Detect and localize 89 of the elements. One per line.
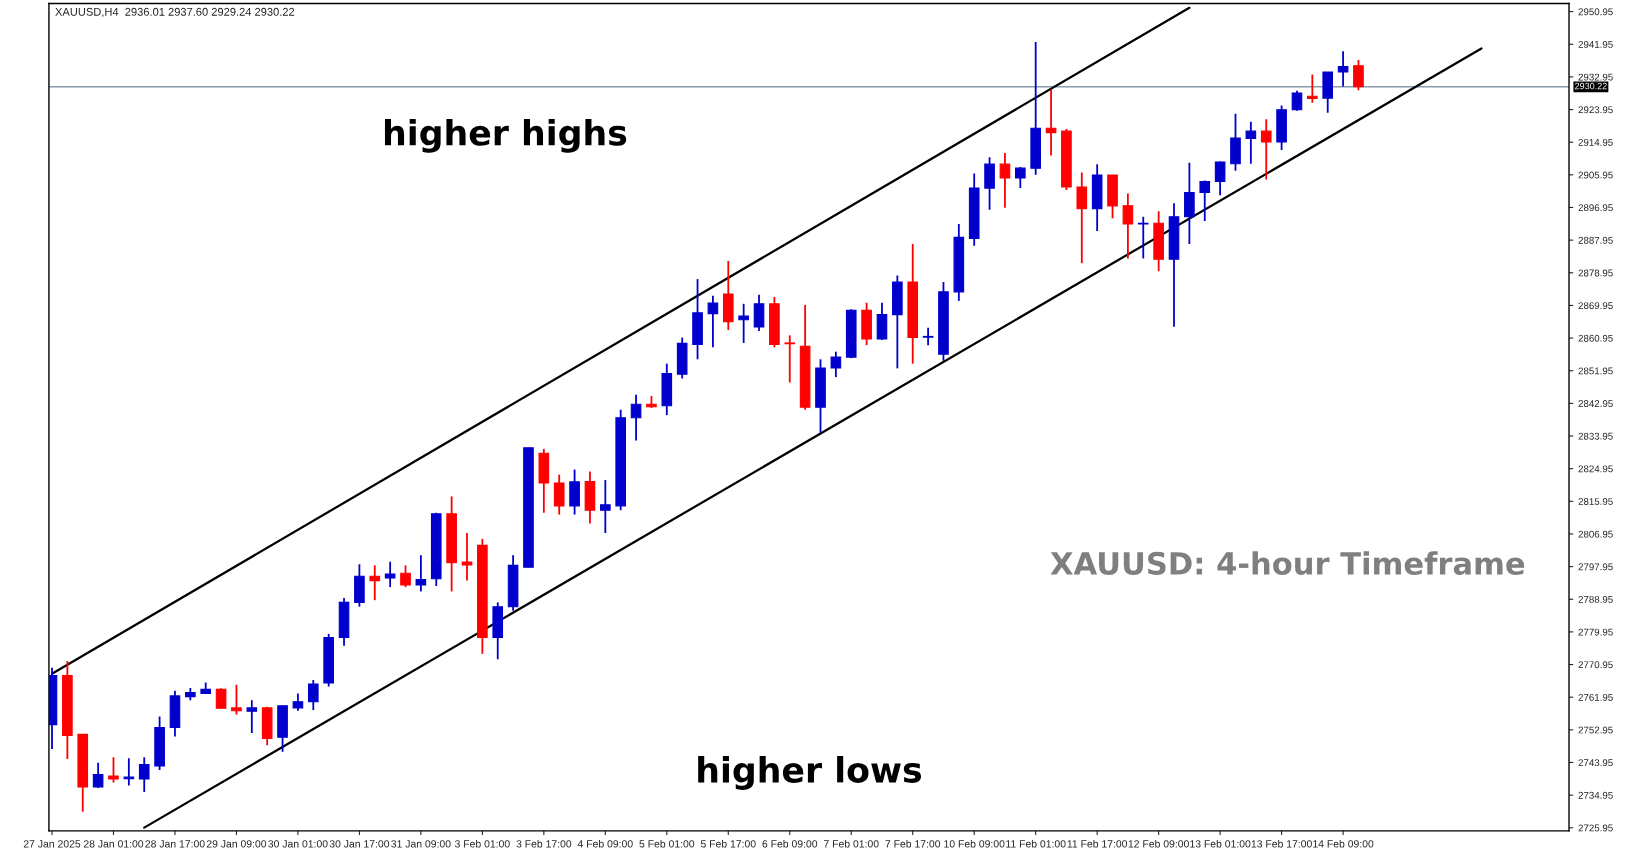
- x-tick-label: 13 Feb 01:00: [1190, 839, 1251, 848]
- candlestick: [1199, 179, 1211, 222]
- candlestick: [569, 468, 580, 516]
- x-tick-label: 12 Feb 09:00: [1128, 839, 1189, 848]
- candlestick: [1014, 166, 1026, 189]
- candlestick: [1307, 73, 1318, 104]
- candlestick: [738, 302, 749, 344]
- y-tick-label: 2770.95: [1578, 661, 1613, 669]
- y-tick-label: 2833.95: [1578, 432, 1613, 440]
- x-tick-label: 14 Feb 09:00: [1313, 839, 1374, 848]
- y-tick-label: 2887.95: [1578, 236, 1613, 244]
- x-tick-label: 5 Feb 17:00: [700, 839, 756, 848]
- x-tick-label: 4 Feb 09:00: [577, 839, 633, 848]
- y-tick-label: 2824.95: [1578, 465, 1613, 473]
- y-tick-label: 2860.95: [1578, 334, 1613, 342]
- candlestick: [1337, 50, 1349, 88]
- annotation: higher highs: [384, 118, 627, 153]
- candlestick: [784, 334, 796, 384]
- x-tick-label: 30 Jan 17:00: [329, 840, 390, 848]
- candlestick: [92, 761, 104, 789]
- x-tick-label: 11 Feb 01:00: [1006, 839, 1066, 848]
- x-tick-label: 5 Feb 01:00: [639, 839, 695, 848]
- candlestick: [1214, 160, 1226, 197]
- candlestick: [369, 564, 381, 602]
- x-tick-label: 7 Feb 17:00: [885, 839, 941, 848]
- y-tick-label: 2797.95: [1578, 563, 1613, 571]
- x-tick-label: 6 Feb 09:00: [762, 839, 818, 848]
- annotation: XAUUSD: 4-hour Timeframe: [1050, 551, 1525, 575]
- candlestick: [1122, 192, 1134, 260]
- y-tick-label: 2752.95: [1578, 726, 1613, 734]
- x-tick-label: 11 Feb 17:00: [1067, 839, 1128, 848]
- y-tick-label: 2725.95: [1578, 824, 1613, 832]
- candlestick: [553, 473, 565, 516]
- candlestick: [415, 554, 427, 593]
- candlestick: [246, 699, 258, 734]
- candlestick: [984, 156, 995, 211]
- x-tick-label: 28 Jan 01:00: [83, 840, 144, 848]
- candlestick: [600, 479, 611, 534]
- y-tick-label: 2815.95: [1578, 498, 1613, 505]
- candlestick: [630, 393, 642, 442]
- x-tick-label: 3 Feb 17:00: [516, 839, 572, 848]
- y-tick-label: 2851.95: [1578, 367, 1613, 375]
- candlestick: [1137, 215, 1149, 260]
- candlestick: [138, 756, 150, 793]
- candlestick: [707, 294, 719, 349]
- y-tick-label: 2779.95: [1578, 628, 1613, 636]
- candlestick: [461, 532, 473, 582]
- candlestick: [215, 687, 227, 710]
- chart-title: XAUUSD,H4 2936.01 2937.60 2929.24 2930.22: [55, 7, 295, 18]
- y-tick-label: 2941.95: [1578, 40, 1613, 48]
- y-tick-label: 2878.95: [1578, 269, 1613, 277]
- y-tick-label: 2842.95: [1578, 400, 1613, 407]
- x-tick-label: 28 Jan 17:00: [145, 840, 205, 848]
- x-tick-label: 7 Feb 01:00: [823, 839, 879, 848]
- candlestick: [1076, 171, 1088, 265]
- candlestick: [1291, 89, 1303, 112]
- candlestick: [922, 326, 934, 347]
- candlestick: [1245, 120, 1257, 165]
- y-tick-label: 2950.95: [1578, 8, 1613, 16]
- y-tick-label: 2869.95: [1578, 302, 1613, 310]
- candlestick: [307, 679, 319, 711]
- y-tick-label: 2743.95: [1578, 759, 1613, 767]
- candlestick: [999, 151, 1011, 209]
- y-tick-label: 2905.95: [1578, 171, 1613, 179]
- candlestick: [108, 756, 119, 784]
- candlestick: [1353, 59, 1364, 92]
- candlestick: [384, 560, 396, 589]
- y-tick-label: 2896.95: [1578, 204, 1613, 212]
- x-tick-label: 10 Feb 09:00: [944, 839, 1005, 848]
- y-tick-label: 2806.95: [1578, 530, 1613, 538]
- y-tick-label: 2932.95: [1578, 73, 1613, 81]
- x-tick-label: 3 Feb 01:00: [454, 839, 510, 848]
- annotation: higher lows: [698, 756, 922, 790]
- y-tick-label: 2914.95: [1578, 138, 1613, 146]
- candlestick: [231, 683, 242, 716]
- y-tick-label: 2734.95: [1578, 791, 1613, 799]
- x-tick-label: 29 Jan 09:00: [206, 840, 267, 848]
- x-tick-label: 27 Jan 2025: [23, 840, 81, 848]
- candlestick: [400, 564, 411, 589]
- y-tick-label: 2761.95: [1578, 693, 1613, 701]
- y-tick-label: 2788.95: [1578, 595, 1613, 603]
- candlestick: [1260, 118, 1272, 181]
- candlestick: [753, 293, 765, 332]
- x-tick-label: 31 Jan 09:00: [391, 840, 451, 848]
- x-tick-label: 30 Jan 01:00: [268, 840, 328, 848]
- candlestick: [830, 350, 842, 378]
- x-tick-label: 13 Feb 17:00: [1251, 839, 1312, 848]
- ref-line-label: 2930.22: [1575, 82, 1607, 90]
- y-tick-label: 2923.95: [1578, 106, 1613, 114]
